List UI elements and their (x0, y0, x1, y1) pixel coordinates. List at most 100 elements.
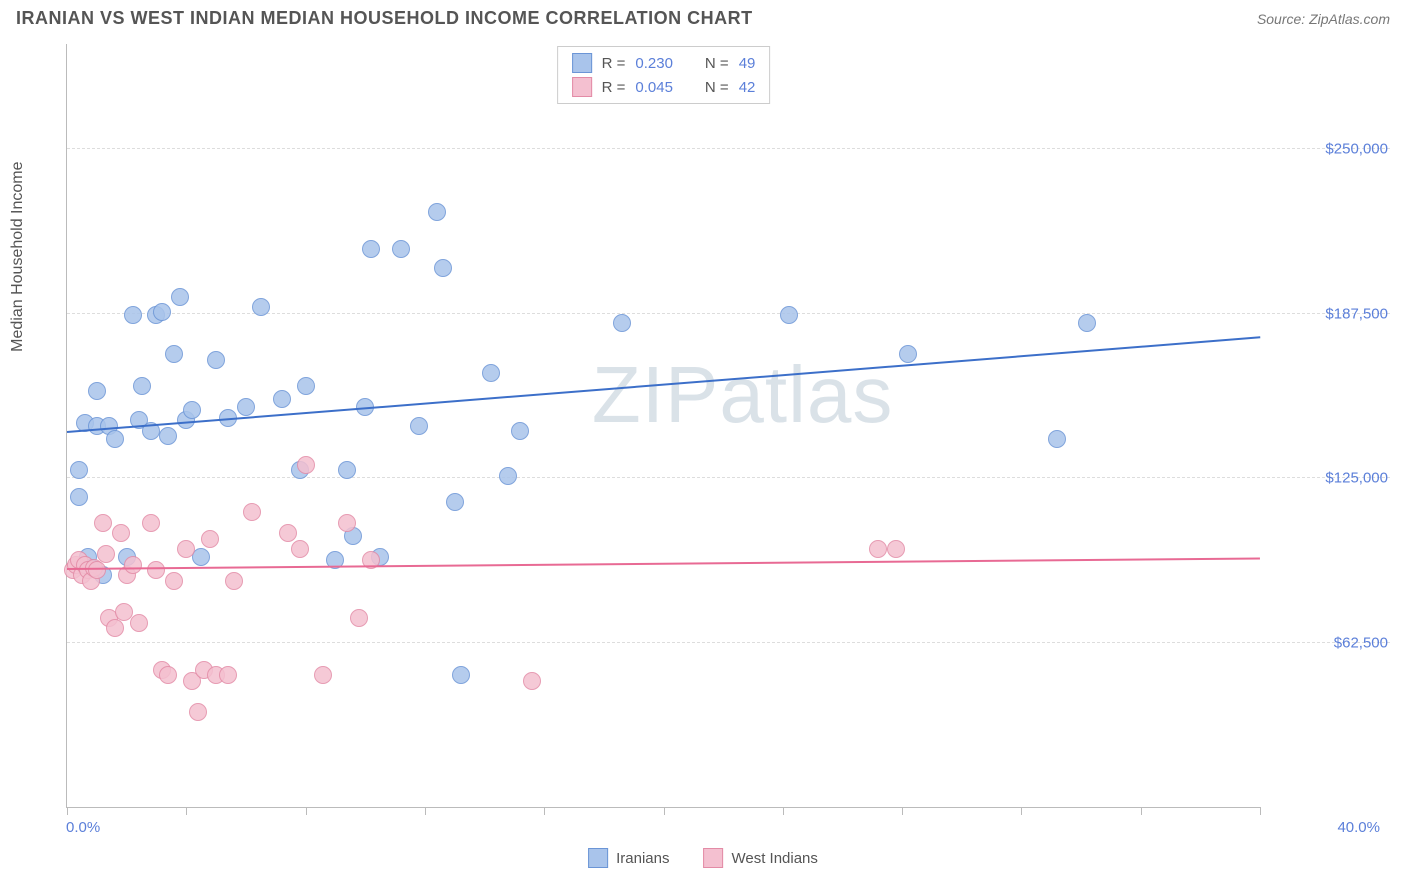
data-point (183, 401, 201, 419)
legend-r-value: 0.230 (635, 55, 673, 72)
x-axis-max-label: 40.0% (1337, 819, 1380, 836)
x-tick (186, 807, 187, 815)
scatter-plot: ZIPatlas R =0.230N =49R =0.045N =42 $62,… (66, 44, 1260, 808)
data-point (142, 514, 160, 532)
data-point (869, 540, 887, 558)
data-point (165, 572, 183, 590)
series-legend-label: Iranians (616, 850, 669, 867)
data-point (1078, 314, 1096, 332)
data-point (252, 298, 270, 316)
stats-legend-row: R = 0.045 N = 42 (572, 75, 756, 99)
data-point (88, 561, 106, 579)
series-legend-item: West Indians (703, 848, 817, 868)
data-point (887, 540, 905, 558)
data-point (70, 461, 88, 479)
data-point (314, 666, 332, 684)
legend-r-label: R = (602, 55, 626, 72)
data-point (291, 540, 309, 558)
data-point (124, 306, 142, 324)
legend-swatch (703, 848, 723, 868)
x-tick (783, 807, 784, 815)
series-legend-item: Iranians (588, 848, 669, 868)
x-tick (902, 807, 903, 815)
data-point (482, 364, 500, 382)
data-point (237, 398, 255, 416)
data-point (523, 672, 541, 690)
data-point (159, 427, 177, 445)
data-point (130, 614, 148, 632)
data-point (147, 561, 165, 579)
data-point (279, 524, 297, 542)
x-tick (425, 807, 426, 815)
data-point (219, 666, 237, 684)
legend-r-label: R = (602, 79, 626, 96)
data-point (446, 493, 464, 511)
data-point (153, 303, 171, 321)
chart-title: IRANIAN VS WEST INDIAN MEDIAN HOUSEHOLD … (16, 8, 753, 29)
data-point (428, 203, 446, 221)
gridline (67, 477, 1390, 478)
data-point (613, 314, 631, 332)
stats-legend: R = 0.230 N = 49 R = 0.045 N = 42 (557, 46, 771, 104)
legend-n-label: N = (705, 55, 729, 72)
x-tick (1141, 807, 1142, 815)
data-point (243, 503, 261, 521)
trend-line (67, 337, 1260, 434)
x-tick (306, 807, 307, 815)
data-point (189, 703, 207, 721)
series-legend-label: West Indians (731, 850, 817, 867)
series-legend: Iranians West Indians (588, 848, 818, 868)
data-point (511, 422, 529, 440)
data-point (1048, 430, 1066, 448)
x-tick (544, 807, 545, 815)
y-tick-label: $125,000 (1268, 470, 1388, 487)
data-point (88, 382, 106, 400)
data-point (338, 514, 356, 532)
data-point (362, 240, 380, 258)
data-point (124, 556, 142, 574)
data-point (97, 545, 115, 563)
chart-area: Median Household Income ZIPatlas R =0.23… (48, 44, 1390, 832)
legend-n-value: 49 (739, 55, 756, 72)
y-tick-label: $187,500 (1268, 305, 1388, 322)
data-point (392, 240, 410, 258)
data-point (273, 390, 291, 408)
data-point (434, 259, 452, 277)
x-axis-min-label: 0.0% (66, 819, 100, 836)
x-tick (1021, 807, 1022, 815)
x-tick (67, 807, 68, 815)
source-label: Source: ZipAtlas.com (1257, 11, 1390, 27)
data-point (171, 288, 189, 306)
y-tick-label: $62,500 (1268, 634, 1388, 651)
legend-r-value: 0.045 (635, 79, 673, 96)
data-point (165, 345, 183, 363)
data-point (410, 417, 428, 435)
data-point (201, 530, 219, 548)
data-point (338, 461, 356, 479)
data-point (350, 609, 368, 627)
y-axis-label: Median Household Income (9, 161, 27, 351)
data-point (112, 524, 130, 542)
watermark: ZIPatlas (592, 349, 893, 441)
data-point (207, 351, 225, 369)
y-tick-label: $250,000 (1268, 141, 1388, 158)
data-point (499, 467, 517, 485)
data-point (225, 572, 243, 590)
x-tick (664, 807, 665, 815)
gridline (67, 148, 1390, 149)
data-point (297, 456, 315, 474)
gridline (67, 642, 1390, 643)
data-point (177, 540, 195, 558)
legend-swatch (572, 53, 592, 73)
data-point (159, 666, 177, 684)
legend-swatch (572, 77, 592, 97)
stats-legend-row: R = 0.230 N = 49 (572, 51, 756, 75)
data-point (94, 514, 112, 532)
trend-line (67, 558, 1260, 571)
data-point (899, 345, 917, 363)
data-point (106, 619, 124, 637)
legend-n-value: 42 (739, 79, 756, 96)
data-point (70, 488, 88, 506)
legend-n-label: N = (705, 79, 729, 96)
data-point (133, 377, 151, 395)
